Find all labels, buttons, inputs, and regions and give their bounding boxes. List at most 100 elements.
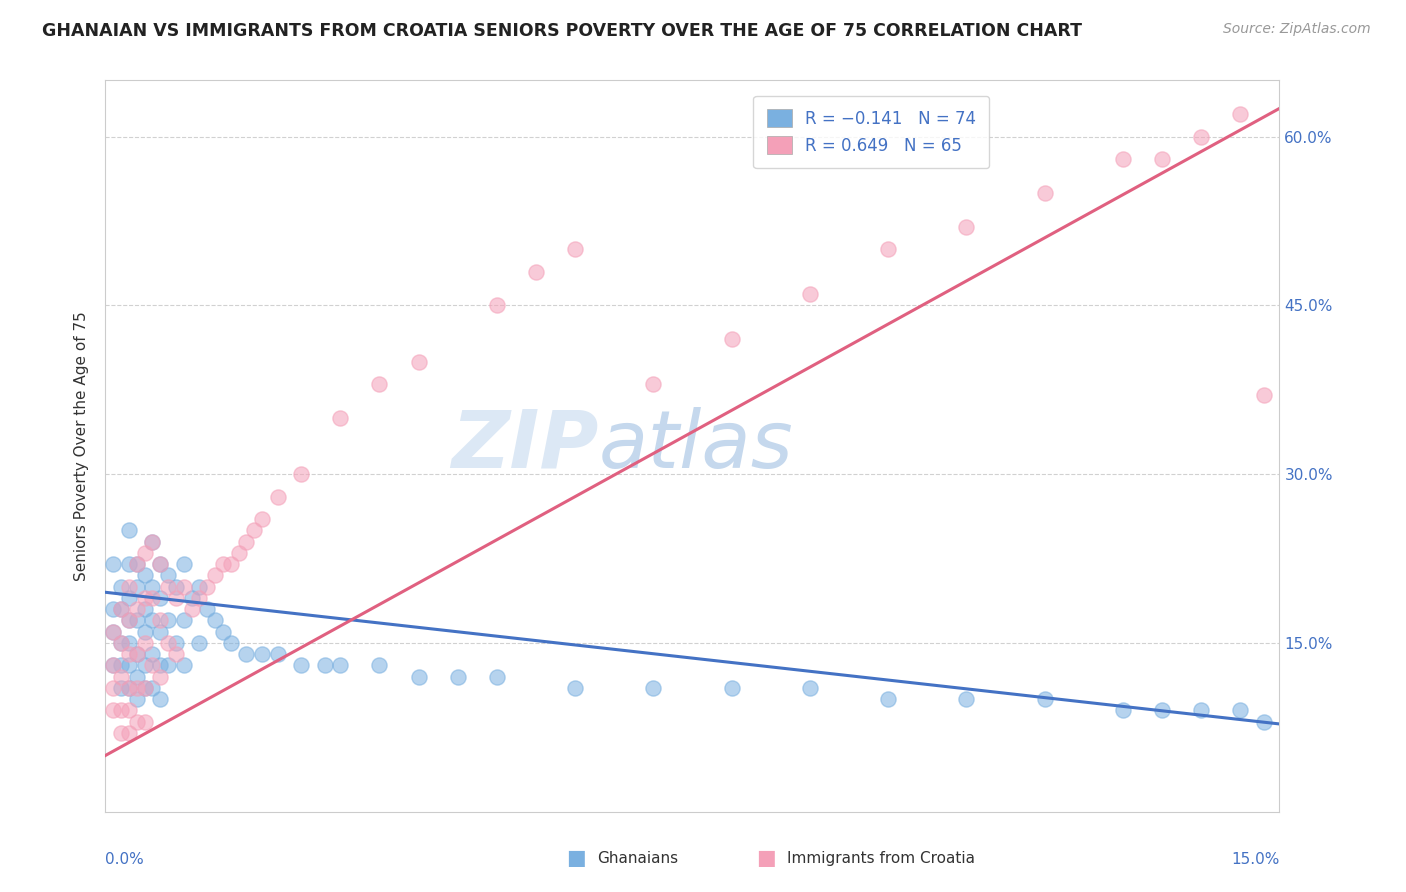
Text: GHANAIAN VS IMMIGRANTS FROM CROATIA SENIORS POVERTY OVER THE AGE OF 75 CORRELATI: GHANAIAN VS IMMIGRANTS FROM CROATIA SENI… bbox=[42, 22, 1083, 40]
Text: atlas: atlas bbox=[599, 407, 793, 485]
Point bbox=[173, 658, 195, 673]
Y-axis label: Seniors Poverty Over the Age of 75: Seniors Poverty Over the Age of 75 bbox=[75, 311, 90, 581]
Point bbox=[141, 681, 163, 695]
Point bbox=[125, 670, 148, 684]
Point bbox=[799, 287, 821, 301]
Point bbox=[485, 670, 508, 684]
Point bbox=[118, 614, 141, 628]
Point bbox=[118, 524, 141, 538]
Point bbox=[118, 614, 141, 628]
Point bbox=[149, 557, 172, 571]
Point bbox=[173, 557, 195, 571]
Point bbox=[157, 636, 180, 650]
Point bbox=[643, 377, 665, 392]
Point bbox=[1033, 692, 1056, 706]
Point bbox=[219, 557, 242, 571]
Point bbox=[141, 614, 163, 628]
Text: Source: ZipAtlas.com: Source: ZipAtlas.com bbox=[1223, 22, 1371, 37]
Point bbox=[243, 524, 266, 538]
Point bbox=[110, 670, 132, 684]
Point bbox=[955, 692, 977, 706]
Point bbox=[720, 681, 742, 695]
Point bbox=[125, 647, 148, 661]
Point bbox=[118, 681, 141, 695]
Point bbox=[1253, 388, 1275, 402]
Point bbox=[118, 726, 141, 740]
Point bbox=[250, 647, 273, 661]
Point bbox=[134, 681, 156, 695]
Point bbox=[118, 557, 141, 571]
Point bbox=[173, 614, 195, 628]
Point bbox=[141, 534, 163, 549]
Text: 0.0%: 0.0% bbox=[105, 852, 145, 867]
Point bbox=[266, 647, 288, 661]
Point bbox=[134, 546, 156, 560]
Point bbox=[118, 681, 141, 695]
Point bbox=[110, 636, 132, 650]
Legend: R = −0.141   N = 74, R = 0.649   N = 65: R = −0.141 N = 74, R = 0.649 N = 65 bbox=[754, 96, 990, 169]
Point bbox=[125, 614, 148, 628]
Point bbox=[720, 332, 742, 346]
Point bbox=[564, 242, 586, 256]
Point bbox=[1033, 186, 1056, 200]
Text: ■: ■ bbox=[756, 848, 776, 868]
Point bbox=[368, 377, 391, 392]
Point bbox=[204, 568, 226, 582]
Point bbox=[799, 681, 821, 695]
Point bbox=[165, 591, 187, 605]
Point bbox=[125, 714, 148, 729]
Point bbox=[134, 681, 156, 695]
Point bbox=[211, 557, 233, 571]
Point bbox=[110, 681, 132, 695]
Point bbox=[103, 681, 125, 695]
Point bbox=[118, 636, 141, 650]
Point bbox=[110, 726, 132, 740]
Point bbox=[149, 614, 172, 628]
Point bbox=[103, 658, 125, 673]
Point bbox=[149, 557, 172, 571]
Point bbox=[408, 670, 430, 684]
Point bbox=[125, 647, 148, 661]
Text: ZIP: ZIP bbox=[451, 407, 599, 485]
Point bbox=[110, 602, 132, 616]
Point bbox=[141, 534, 163, 549]
Point bbox=[1152, 703, 1174, 717]
Point bbox=[103, 658, 125, 673]
Point bbox=[125, 580, 148, 594]
Point bbox=[1189, 129, 1212, 144]
Point bbox=[1112, 152, 1135, 166]
Point bbox=[149, 670, 172, 684]
Point bbox=[149, 692, 172, 706]
Point bbox=[125, 681, 148, 695]
Point bbox=[141, 591, 163, 605]
Point bbox=[110, 658, 132, 673]
Point bbox=[173, 580, 195, 594]
Point bbox=[103, 602, 125, 616]
Point bbox=[110, 703, 132, 717]
Point bbox=[103, 557, 125, 571]
Point bbox=[125, 557, 148, 571]
Point bbox=[219, 636, 242, 650]
Point bbox=[329, 658, 352, 673]
Point bbox=[125, 557, 148, 571]
Point bbox=[141, 647, 163, 661]
Point bbox=[368, 658, 391, 673]
Point bbox=[408, 354, 430, 368]
Text: 15.0%: 15.0% bbox=[1232, 852, 1279, 867]
Point bbox=[134, 602, 156, 616]
Point bbox=[290, 467, 312, 482]
Point bbox=[235, 647, 257, 661]
Point bbox=[103, 624, 125, 639]
Point bbox=[1189, 703, 1212, 717]
Point bbox=[157, 614, 180, 628]
Point bbox=[134, 636, 156, 650]
Point bbox=[1152, 152, 1174, 166]
Point bbox=[118, 647, 141, 661]
Point bbox=[1229, 107, 1251, 121]
Point bbox=[157, 568, 180, 582]
Point bbox=[877, 692, 900, 706]
Point bbox=[211, 624, 233, 639]
Point bbox=[329, 410, 352, 425]
Point bbox=[157, 658, 180, 673]
Text: Ghanaians: Ghanaians bbox=[598, 851, 679, 865]
